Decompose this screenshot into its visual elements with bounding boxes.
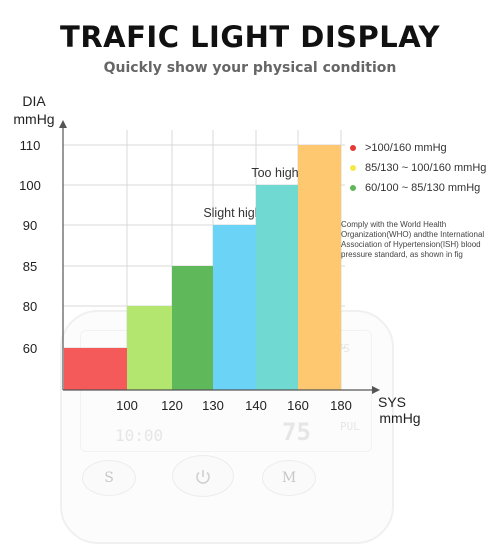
y-tick-label: 110 — [20, 138, 41, 153]
y-axis-title: DIA mmHg — [13, 93, 54, 127]
bar-annotation: Too high — [251, 166, 298, 180]
bar-80 — [127, 306, 172, 390]
bar-100 — [256, 185, 298, 390]
monitor-pul-label: PUL — [340, 420, 360, 433]
monitor-reading: 75 — [282, 418, 311, 446]
bar-110 — [298, 145, 341, 390]
legend-item: 60/100 ~ 85/130 mmHg — [350, 178, 500, 198]
x-tick-label: 130 — [202, 398, 224, 413]
monitor-m-label: M — [281, 470, 297, 486]
x-tick-label: 100 — [116, 398, 138, 413]
monitor-s-label: S — [104, 470, 114, 486]
monitor-power-button[interactable] — [172, 455, 234, 497]
y-tick-label: 85 — [23, 259, 37, 274]
legend: >100/160 mmHg 85/130 ~ 100/160 mmHg 60/100… — [350, 138, 500, 198]
y-tick-label: 100 — [19, 178, 41, 193]
bar-90 — [213, 225, 256, 390]
legend-label: 85/130 ~ 100/160 mmHg — [365, 162, 487, 174]
legend-dot-icon — [350, 185, 356, 191]
legend-item: 85/130 ~ 100/160 mmHg — [350, 158, 500, 178]
y-tick-label: 80 — [23, 299, 37, 314]
y-axis-arrow — [59, 120, 67, 128]
x-axis-title: SYS mmHg — [378, 394, 421, 426]
x-axis-arrow — [372, 386, 380, 394]
bp-chart: 60 80 85 90 100 110 100 120 130 140 160 180 Slight h… — [13, 93, 421, 426]
x-tick-label: 160 — [287, 398, 309, 413]
x-tick-label: 140 — [245, 398, 267, 413]
legend-dot-icon — [350, 145, 356, 151]
legend-dot-icon — [350, 165, 356, 171]
standard-note: Comply with the World Health Organizatio… — [341, 220, 485, 259]
x-tick-label: 120 — [161, 398, 183, 413]
monitor-time: 10:00 — [115, 426, 164, 445]
legend-item: >100/160 mmHg — [350, 138, 500, 158]
bar-annotation: Slight high — [203, 206, 261, 220]
y-tick-label: 60 — [23, 341, 37, 356]
monitor-s-button[interactable]: S — [82, 460, 136, 496]
page-title: TRAFIC LIGHT DISPLAY — [60, 20, 440, 54]
page-subtitle: Quickly show your physical condition — [103, 60, 397, 76]
legend-label: 60/100 ~ 85/130 mmHg — [365, 182, 481, 194]
x-tick-label: 180 — [330, 398, 352, 413]
bar-60 — [64, 348, 127, 390]
power-icon — [196, 469, 210, 484]
bar-85 — [172, 266, 213, 390]
y-tick-label: 90 — [23, 218, 37, 233]
monitor-m-button[interactable]: M — [262, 460, 316, 496]
legend-label: >100/160 mmHg — [365, 142, 447, 154]
